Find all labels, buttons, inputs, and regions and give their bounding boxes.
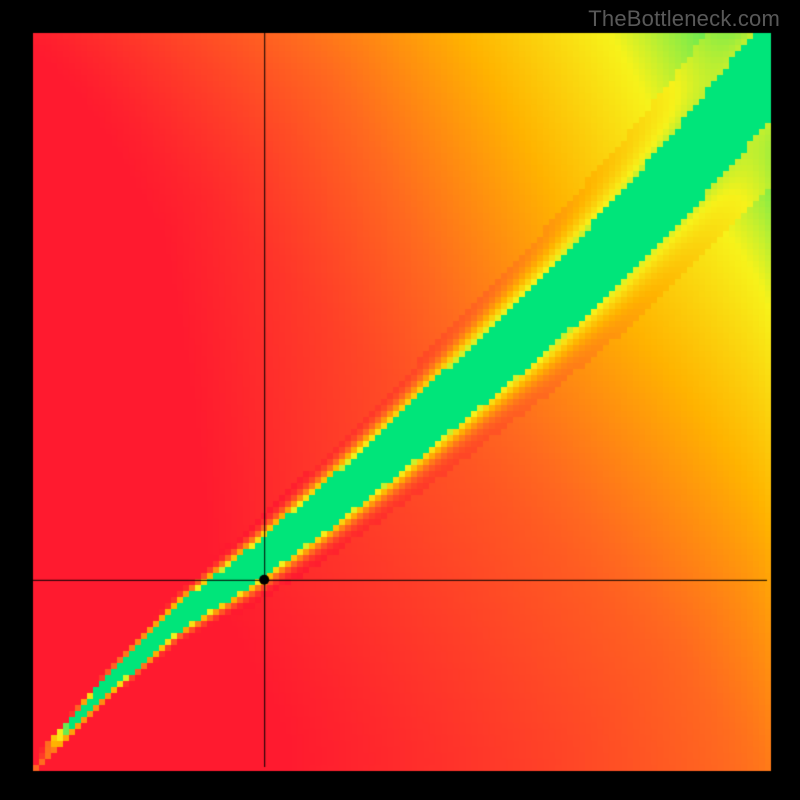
chart-container: TheBottleneck.com xyxy=(0,0,800,800)
watermark-text: TheBottleneck.com xyxy=(588,6,780,32)
heatmap-canvas xyxy=(0,0,800,800)
